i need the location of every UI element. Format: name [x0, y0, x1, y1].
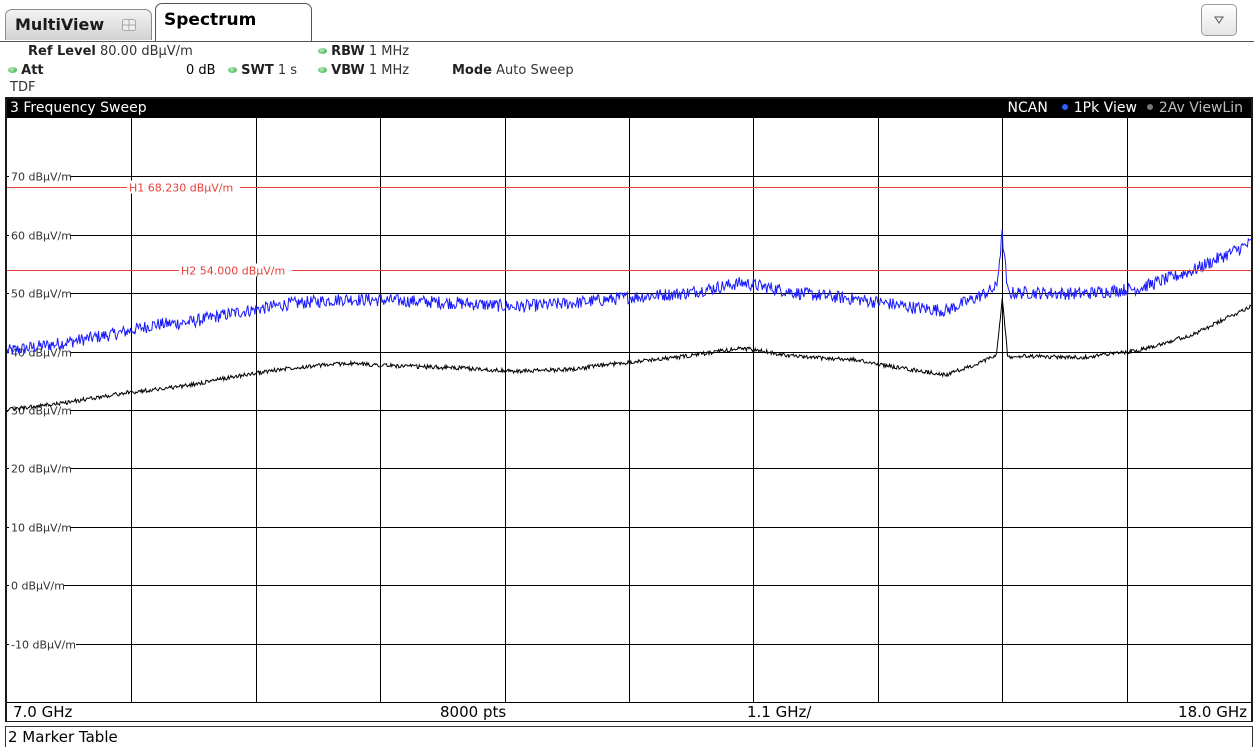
rbw-setting[interactable]: RBW 1 MHz	[318, 44, 409, 59]
att-label: Att	[21, 63, 44, 78]
vbw-status-led-icon	[318, 67, 327, 73]
rbw-status-led-icon	[318, 48, 327, 54]
y-tick-label: 10 dBµV/m	[11, 522, 72, 535]
trace1-dot-icon	[1062, 104, 1069, 110]
multiview-grid-icon	[122, 19, 136, 31]
tick-label-bg	[9, 169, 70, 183]
trace1-line	[7, 229, 1251, 355]
marker-table-title: 2 Marker Table	[8, 728, 118, 746]
tick-label-bg	[9, 578, 64, 592]
trace2-dot-icon	[1147, 104, 1154, 110]
ref-level-label: Ref Level	[28, 44, 96, 59]
swt-value: 1 s	[277, 63, 298, 78]
att-value: 0 dB	[186, 63, 216, 78]
att-setting[interactable]: Att	[8, 63, 44, 78]
plot-area[interactable]: 70 dBµV/m 60 dBµV/m 50 dBµV/m 40 dBµV/m 30 d…	[7, 118, 1251, 702]
tick-label-bg	[9, 461, 70, 475]
att-status-led-icon	[8, 67, 17, 73]
y-tick-label: 20 dBµV/m	[11, 463, 72, 476]
y-tick-label: 40 dBµV/m	[11, 347, 72, 360]
swt-setting[interactable]: SWT 1 s	[228, 63, 297, 78]
ref-level-value: 80.00 dBµV/m	[100, 44, 193, 59]
tab-multiview[interactable]: MultiView	[5, 9, 152, 40]
chevron-down-icon	[1214, 16, 1224, 24]
ref-level-setting[interactable]: Ref Level 80.00 dBµV/m	[28, 44, 193, 59]
transducer-label: TDF	[10, 80, 36, 95]
mode-setting[interactable]: Mode Auto Sweep	[452, 63, 574, 78]
y-tick-label: 70 dBµV/m	[11, 171, 72, 184]
tab-spectrum-label: Spectrum	[164, 10, 257, 30]
span-per-division: 1.1 GHz/	[747, 703, 812, 721]
sweep-points: 8000 pts	[440, 703, 507, 721]
mode-label: Mode	[452, 63, 492, 78]
y-tick-label: 0 dBµV/m	[11, 580, 65, 593]
tick-label-bg	[9, 637, 76, 651]
swt-label: SWT	[241, 63, 274, 78]
y-tick-label: 60 dBµV/m	[11, 230, 72, 243]
tab-multiview-label: MultiView	[15, 15, 105, 34]
y-tick-label: 50 dBµV/m	[11, 288, 72, 301]
tab-bar-divider	[0, 41, 1254, 42]
overflow-menu-button[interactable]	[1201, 4, 1237, 36]
diagram-header: 3 Frequency Sweep NCAN 1Pk View 2Av View…	[7, 99, 1251, 118]
trace1-tag[interactable]: 1Pk View	[1073, 100, 1137, 116]
marker-table-panel[interactable]: 2 Marker Table	[5, 726, 1253, 747]
vbw-label: VBW	[331, 63, 365, 78]
rbw-label: RBW	[331, 44, 365, 59]
diagram-title: 3 Frequency Sweep	[10, 100, 147, 116]
start-frequency: 7.0 GHz	[13, 703, 73, 721]
vbw-value: 1 MHz	[368, 63, 410, 78]
limit-label-bg	[127, 180, 240, 194]
stop-frequency: 18.0 GHz	[1178, 703, 1247, 721]
vbw-setting[interactable]: VBW 1 MHz	[318, 63, 409, 78]
limit-label-bg	[179, 263, 292, 277]
y-tick-label: -10 dBµV/m	[11, 639, 76, 652]
limit-line-label: H2 54.000 dBµV/m	[181, 265, 285, 278]
limit-line-label: H1 68.230 dBµV/m	[129, 182, 233, 195]
swt-status-led-icon	[228, 67, 237, 73]
tick-label-bg	[9, 228, 70, 242]
rbw-value: 1 MHz	[368, 44, 410, 59]
frequency-sweep-diagram[interactable]: 3 Frequency Sweep NCAN 1Pk View 2Av View…	[5, 97, 1253, 722]
spectrum-chart[interactable]: 70 dBµV/m60 dBµV/m50 dBµV/m40 dBµV/m30 d…	[7, 118, 1251, 702]
measurement-settings: Ref Level 80.00 dBµV/m Att 0 dB SWT 1 s …	[0, 43, 1260, 97]
mode-value: Auto Sweep	[496, 63, 574, 78]
trace-tags: NCAN 1Pk View 2Av ViewLin	[1008, 100, 1243, 116]
tab-spectrum[interactable]: Spectrum	[155, 3, 312, 42]
diagram-footer: 7.0 GHz 8000 pts 1.1 GHz/ 18.0 GHz	[7, 702, 1251, 721]
tab-bar: MultiView Spectrum	[0, 0, 1260, 42]
trace2-line	[7, 298, 1251, 413]
tick-label-bg	[9, 520, 70, 534]
tick-label-bg	[9, 286, 70, 300]
trace2-tag[interactable]: 2Av ViewLin	[1158, 100, 1243, 116]
ncan-tag: NCAN	[1007, 100, 1048, 116]
